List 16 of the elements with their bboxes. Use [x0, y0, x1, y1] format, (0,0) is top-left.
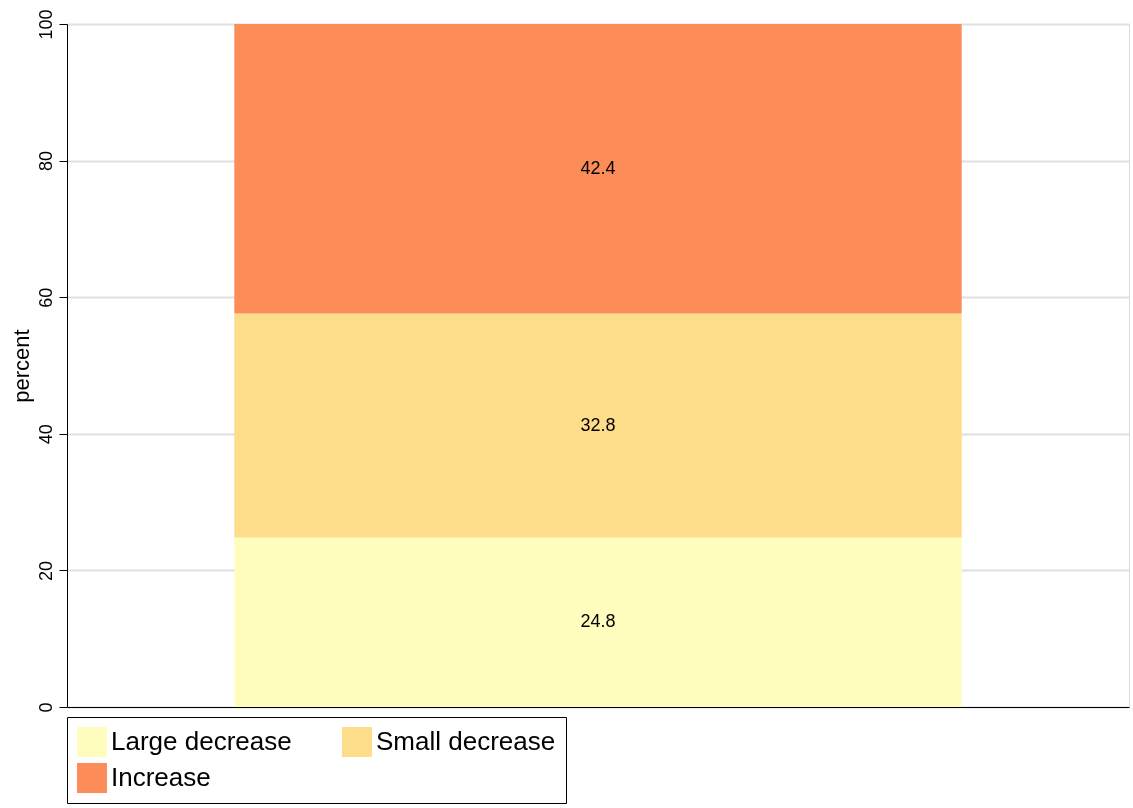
y-tick-label: 60: [35, 287, 56, 308]
data-label: 32.8: [580, 414, 616, 435]
y-axis-title: percent: [8, 329, 34, 403]
y-tick-label: 20: [35, 560, 56, 581]
bar: [234, 24, 962, 314]
y-tick-label: 80: [35, 151, 56, 172]
legend-label: Increase: [111, 762, 211, 792]
legend-label: Large decrease: [111, 726, 292, 756]
data-label: 42.4: [580, 157, 616, 178]
y-tick-label: 40: [35, 424, 56, 445]
y-tick-label: 100: [35, 9, 56, 40]
y-tick-label: 0: [35, 702, 56, 713]
bar: [234, 537, 962, 707]
legend-label: Small decrease: [376, 726, 556, 756]
bar: [234, 313, 962, 538]
data-label: 24.8: [580, 611, 616, 632]
